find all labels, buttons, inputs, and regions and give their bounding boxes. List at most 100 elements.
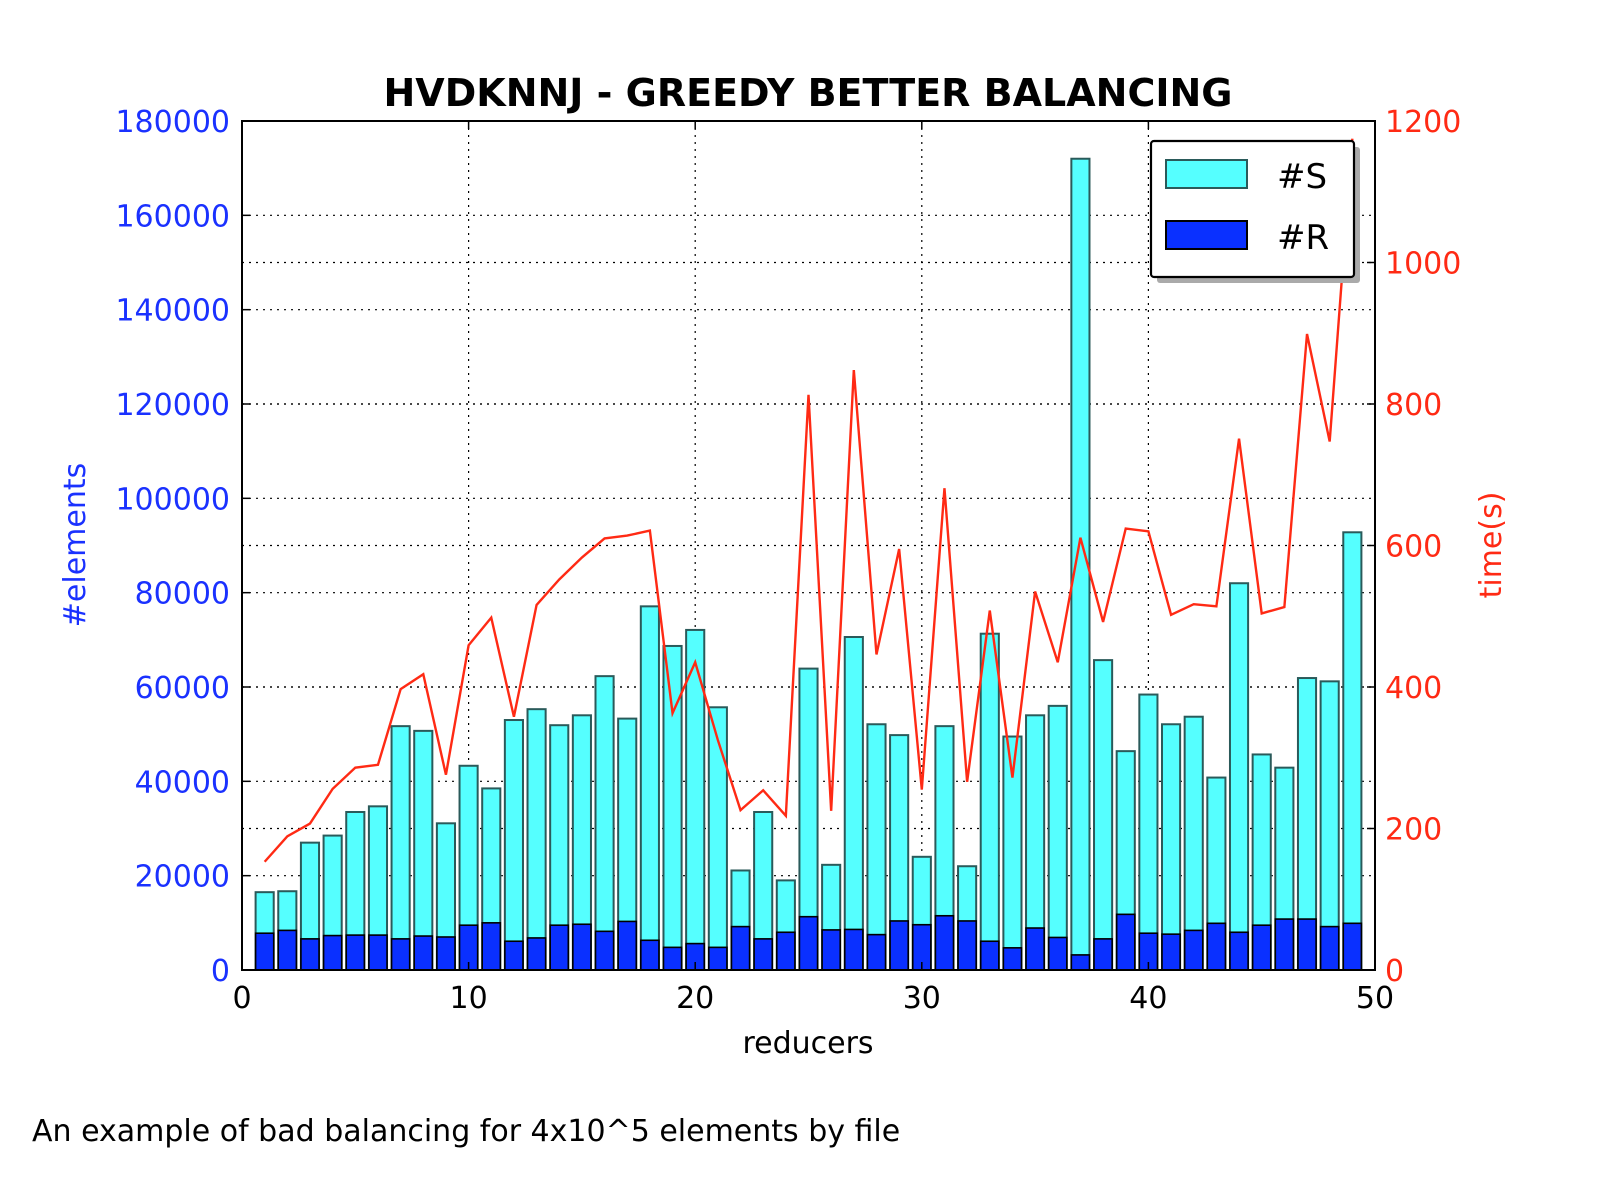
bar-r [322, 934, 343, 971]
bar-r [1093, 938, 1113, 971]
bar-r [390, 938, 411, 971]
y2-tick-label: 1200 [1385, 105, 1461, 140]
bar-r [1319, 925, 1340, 971]
bar-s [1228, 582, 1250, 971]
bar-s [707, 706, 728, 971]
legend-label-s: #S [1277, 157, 1327, 197]
bar-r [662, 946, 683, 971]
bar-r [277, 929, 298, 971]
bar-r [368, 934, 388, 971]
bar-r [1274, 918, 1295, 971]
bar-r [957, 920, 977, 971]
x-tick-label: 0 [232, 981, 251, 1016]
bar-r [843, 928, 864, 971]
bar-r [1342, 922, 1363, 971]
bar-r [1229, 931, 1249, 971]
y2-tick-label: 400 [1385, 671, 1442, 706]
bar-r [934, 914, 955, 971]
y2-axis-label: time(s) [1474, 492, 1509, 599]
bar-s [866, 723, 887, 971]
bar-r [866, 933, 887, 971]
bar-r [640, 939, 660, 971]
bar-r [1002, 947, 1023, 971]
bar-r [572, 923, 592, 971]
bar-r [1070, 954, 1091, 971]
y2-tick-label: 0 [1385, 954, 1404, 989]
bar-r [254, 932, 275, 971]
bar-r [1297, 918, 1317, 971]
bar-r [1115, 913, 1136, 971]
y-tick-label: 0 [211, 954, 230, 989]
y-tick-label: 120000 [115, 388, 230, 423]
bar-r [979, 940, 1000, 971]
bar-r [526, 937, 547, 971]
y-tick-label: 20000 [135, 860, 230, 895]
bar-r [1251, 924, 1272, 971]
y2-tick-label: 600 [1385, 530, 1442, 565]
bar-r [775, 931, 796, 971]
y-tick-label: 60000 [135, 671, 230, 706]
bar-r [821, 929, 842, 971]
y-tick-label: 80000 [135, 577, 230, 612]
bar-s [1342, 531, 1363, 971]
y-axis-label: #elements [58, 463, 93, 627]
bar-s [413, 729, 434, 971]
bar-s [526, 708, 547, 971]
bar-r [300, 938, 320, 971]
bar-r [481, 922, 502, 971]
series-s-bars [254, 157, 1363, 972]
bar-r [1047, 936, 1068, 971]
bar-s [1138, 693, 1159, 972]
y-tick-label: 160000 [115, 199, 230, 234]
bar-s [594, 675, 615, 971]
x-tick-label: 30 [903, 981, 941, 1016]
bar-s [979, 632, 1000, 971]
legend-swatch-r [1165, 220, 1248, 250]
bar-s [390, 725, 411, 971]
bar-s [503, 719, 524, 971]
legend: #S #R [1149, 139, 1360, 283]
bar-r [504, 940, 524, 971]
x-tick-label: 50 [1356, 981, 1394, 1016]
x-axis-label: reducers [742, 1026, 873, 1061]
y2-tick-label: 1000 [1385, 247, 1461, 282]
bar-r [798, 915, 819, 971]
bar-s [662, 644, 683, 972]
y2-tick-label: 200 [1385, 813, 1442, 848]
y-tick-label: 100000 [115, 482, 230, 517]
series-r-bars [254, 913, 1363, 971]
bar-r [594, 930, 615, 971]
x-tick-label: 40 [1129, 981, 1167, 1016]
bar-r [707, 946, 728, 971]
bar-r [1206, 922, 1227, 971]
bar-s [1093, 659, 1114, 971]
bar-r [1025, 927, 1045, 971]
bar-r [345, 934, 366, 971]
y2-tick-label: 800 [1385, 388, 1442, 423]
bar-r [753, 938, 774, 971]
legend-swatch-s [1165, 159, 1248, 189]
axis-ticks: 0 10 20 30 40 5002000040000600008000010000012… [115, 105, 1461, 1016]
bar-r [413, 935, 434, 971]
bar-s [1047, 704, 1068, 971]
bar-r [617, 920, 638, 971]
bar-s [639, 605, 660, 971]
bar-r [549, 924, 570, 971]
x-tick-label: 10 [450, 981, 488, 1016]
bar-r [1161, 933, 1181, 971]
figure-caption: An example of bad balancing for 4x10^5 e… [32, 1114, 901, 1149]
chart-title: HVDKNNJ - GREEDY BETTER BALANCING [384, 71, 1233, 115]
y-tick-label: 40000 [135, 765, 230, 800]
y-tick-label: 140000 [115, 294, 230, 329]
bar-r [1183, 929, 1204, 971]
bar-s [1160, 723, 1182, 971]
bar-r [889, 920, 910, 971]
bar-r [436, 936, 456, 971]
time-line-series [263, 138, 1354, 863]
bar-r [730, 925, 751, 971]
legend-label-r: #R [1277, 218, 1329, 258]
bar-s [843, 636, 864, 972]
y-tick-label: 180000 [115, 105, 230, 140]
x-tick-label: 20 [676, 981, 714, 1016]
